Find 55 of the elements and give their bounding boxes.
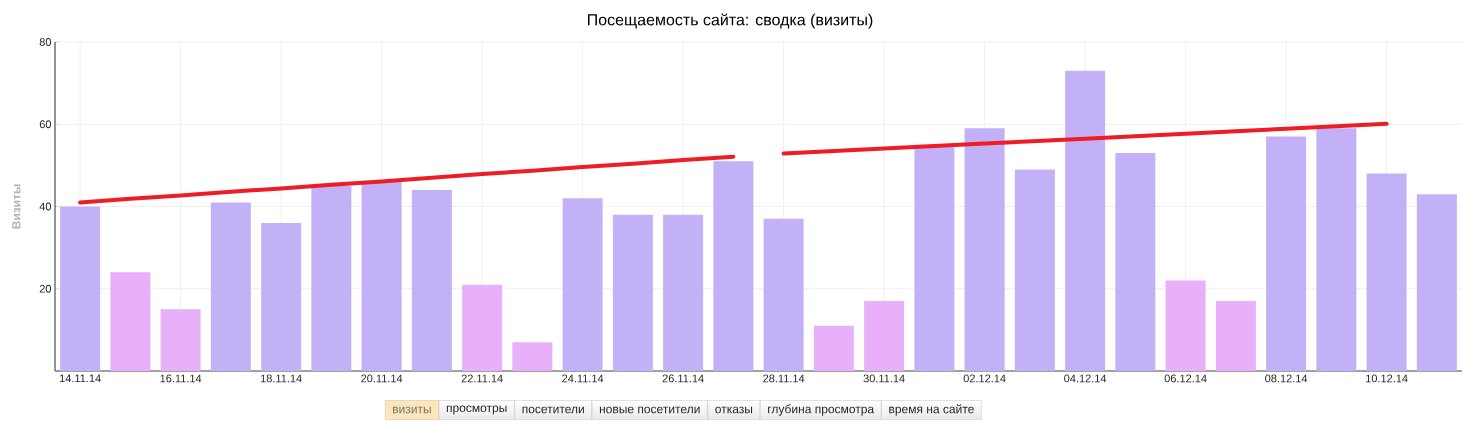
bar (612, 214, 653, 371)
bar (210, 202, 251, 371)
text: просмотры (446, 405, 507, 415)
bar (1416, 194, 1457, 371)
bar (60, 206, 101, 371)
y-tick-label: 20 (39, 284, 52, 293)
bar (160, 309, 201, 371)
bar (914, 144, 955, 371)
bar (1014, 169, 1055, 371)
bar (110, 272, 151, 371)
text: время на сайте (889, 404, 974, 416)
bar (462, 284, 503, 371)
y-tick-label: 80 (39, 38, 52, 46)
text: отказы (715, 406, 753, 414)
bar (964, 128, 1005, 371)
bar (1366, 173, 1407, 371)
x-tick-label: 22.11.14 (461, 374, 503, 383)
x-tick-label: 20.11.14 (361, 374, 403, 383)
x-tick-label: 06.12.14 (1164, 374, 1207, 383)
text: глубина просмотра (768, 404, 875, 416)
text: визиты (393, 406, 431, 414)
bar (361, 181, 402, 371)
x-tick-label: 16.11.14 (160, 374, 202, 383)
bar (1266, 136, 1307, 371)
y-tick-label: 40 (39, 202, 52, 211)
x-tick-label: 08.12.14 (1265, 374, 1308, 383)
bar (1316, 128, 1357, 371)
y-tick-label: 60 (39, 120, 52, 129)
bar (512, 342, 553, 371)
bar (1165, 280, 1206, 371)
chart-title: Посещаемость сайта: сводка (визиты) (588, 13, 873, 29)
x-tick-label: 30.11.14 (863, 374, 905, 383)
bar (864, 301, 905, 371)
x-tick-label: 10.12.14 (1366, 374, 1408, 383)
bar (411, 190, 452, 371)
bar (311, 185, 352, 371)
bar (1115, 153, 1156, 371)
bar (1065, 70, 1106, 371)
bar (562, 198, 603, 371)
x-tick-label: 24.11.14 (562, 374, 604, 383)
text: новые посетители (599, 406, 700, 414)
bar (1215, 301, 1256, 371)
bar (763, 218, 804, 371)
bar (663, 214, 704, 371)
bar (261, 222, 302, 371)
x-tick-label: 02.12.14 (963, 374, 1006, 383)
x-tick-label: 04.12.14 (1064, 374, 1107, 383)
x-tick-label: 26.11.14 (662, 374, 704, 383)
bar (713, 161, 754, 371)
x-tick-label: 14.11.14 (59, 374, 101, 383)
y-axis-title: Визиты (12, 184, 21, 229)
bar (813, 325, 854, 371)
x-tick-label: 18.11.14 (260, 374, 302, 383)
text: посетители (522, 406, 584, 414)
x-tick-label: 28.11.14 (763, 374, 805, 383)
